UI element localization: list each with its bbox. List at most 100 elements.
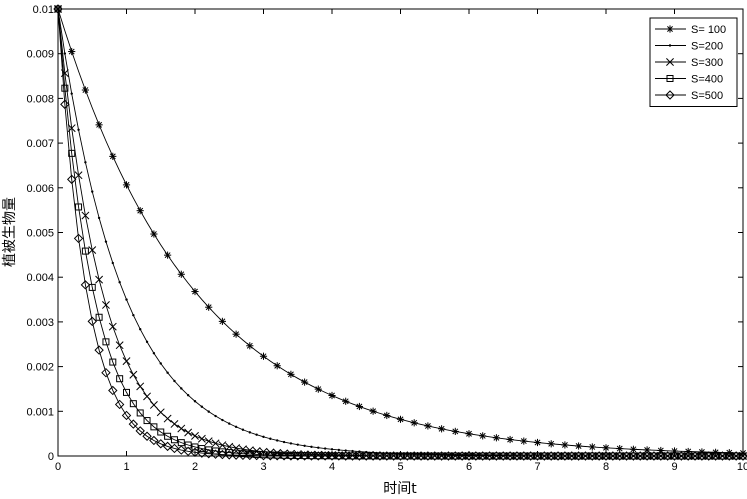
marker-diamond — [710, 451, 721, 461]
marker-dot — [255, 433, 258, 436]
marker-diamond — [450, 451, 461, 461]
marker-diamond — [738, 451, 747, 461]
plot-frame — [57, 8, 744, 457]
legend-label: S=200 — [691, 41, 723, 53]
marker-diamond — [662, 451, 673, 461]
marker-dot — [118, 281, 121, 284]
marker-diamond — [340, 451, 351, 461]
marker-x — [204, 437, 213, 446]
marker-dot — [323, 447, 327, 450]
marker-asterisk — [666, 25, 674, 33]
marker-dot — [276, 439, 279, 442]
marker-diamond — [251, 450, 262, 461]
marker-diamond — [142, 431, 152, 441]
marker-square — [109, 358, 117, 366]
series-2 — [56, 7, 745, 458]
marker-diamond — [491, 451, 502, 461]
marker-square — [88, 283, 96, 291]
x-tick-label: 7 — [534, 461, 540, 473]
x-tick-label: 9 — [671, 461, 677, 473]
legend: S= 100 S=200 S=300 S=400 S=500 — [649, 17, 738, 107]
marker-x — [129, 370, 138, 379]
marker-square — [198, 445, 206, 453]
marker-asterisk — [492, 434, 500, 442]
marker-dot — [221, 418, 224, 422]
y-axis: 0 0.001 0.002 0.003 0.004 0.005 0.006 0.007 0.00… — [26, 4, 743, 463]
marker-x — [238, 445, 247, 454]
y-axis-title: 植被生物量 — [2, 197, 18, 267]
legend-item: S=500 — [655, 90, 723, 102]
marker-dot — [63, 52, 67, 55]
marker-diamond — [210, 449, 221, 459]
marker-x — [191, 431, 199, 440]
marker-dot — [173, 379, 176, 383]
marker-diamond — [436, 451, 447, 461]
marker-diamond — [642, 451, 652, 461]
marker-square — [129, 400, 137, 408]
marker-diamond — [94, 345, 104, 355]
legend-item: S=300 — [655, 57, 723, 69]
marker-dot — [132, 313, 135, 317]
marker-asterisk — [205, 303, 213, 311]
marker-x — [95, 275, 104, 284]
series-3 — [54, 5, 747, 460]
marker-diamond — [587, 451, 598, 461]
marker-asterisk — [328, 391, 336, 400]
marker-dot — [262, 435, 265, 439]
series-5 — [53, 4, 747, 461]
marker-diamond — [306, 451, 317, 461]
marker-x — [149, 401, 158, 409]
x-tick-label: 5 — [397, 461, 403, 473]
x-axis-title: 时间t — [383, 481, 417, 497]
marker-square — [232, 449, 240, 457]
marker-diamond — [135, 426, 145, 436]
marker-diamond — [354, 451, 365, 461]
marker-diamond — [601, 451, 611, 461]
marker-square — [75, 203, 83, 211]
marker-diamond — [258, 450, 269, 461]
marker-dot — [111, 261, 115, 265]
marker-diamond — [669, 451, 680, 461]
marker-diamond — [649, 451, 659, 461]
marker-diamond — [60, 99, 70, 110]
marker-diamond — [484, 451, 495, 461]
marker-x — [156, 408, 165, 417]
marker-diamond — [560, 451, 570, 461]
marker-dot — [193, 400, 197, 403]
marker-asterisk — [273, 362, 281, 370]
marker-square — [191, 443, 199, 451]
marker-dot — [70, 92, 73, 95]
legend-item: S=400 — [655, 74, 723, 86]
marker-diamond — [567, 451, 577, 461]
marker-square — [666, 75, 674, 82]
marker-diamond — [293, 451, 303, 461]
marker-dot — [145, 340, 149, 344]
marker-dot — [97, 216, 101, 220]
marker-square — [136, 409, 144, 417]
x-tick-label: 10 — [737, 461, 747, 473]
marker-diamond — [635, 451, 645, 461]
marker-diamond — [128, 419, 139, 429]
marker-diamond — [203, 449, 214, 459]
marker-x — [170, 419, 179, 428]
marker-x — [666, 58, 674, 66]
marker-square — [170, 436, 178, 444]
marker-diamond — [238, 450, 248, 461]
legend-label: S=500 — [691, 90, 723, 102]
marker-dot — [337, 448, 341, 452]
marker-asterisk — [136, 207, 144, 215]
marker-diamond — [361, 451, 371, 461]
marker-diamond — [621, 451, 632, 461]
marker-diamond — [471, 451, 481, 461]
marker-diamond — [382, 451, 392, 461]
marker-square — [225, 449, 233, 457]
marker-x — [101, 301, 110, 309]
series-line — [57, 8, 743, 457]
marker-asterisk — [177, 270, 185, 278]
y-tick-label: 0.008 — [26, 93, 54, 105]
marker-diamond — [272, 451, 282, 461]
marker-diamond — [683, 451, 693, 461]
legend-label: S=400 — [691, 74, 723, 86]
marker-x — [136, 382, 145, 391]
marker-asterisk — [287, 370, 295, 378]
